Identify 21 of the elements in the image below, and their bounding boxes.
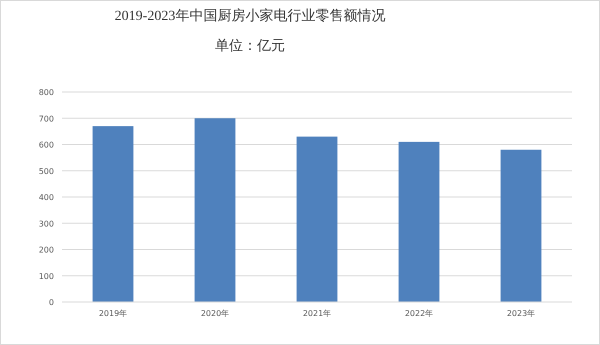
chart-title: 2019-2023年中国厨房小家电行业零售额情况 — [114, 8, 386, 24]
y-tick-label: 800 — [38, 88, 54, 97]
x-tick-label: 2023年 — [506, 309, 536, 318]
x-tick-label: 2019年 — [98, 309, 128, 318]
bar — [92, 126, 134, 302]
bar — [500, 150, 542, 302]
y-tick-label: 200 — [38, 246, 54, 254]
y-tick-label: 700 — [38, 114, 54, 124]
x-tick-label: 2020年 — [200, 309, 230, 318]
y-tick-label: 600 — [38, 140, 54, 150]
y-tick-label: 400 — [38, 193, 54, 202]
y-tick-label: 300 — [38, 219, 54, 228]
bar — [296, 136, 338, 302]
bar — [194, 118, 236, 302]
chart-subtitle: 单位：亿元 — [215, 38, 285, 54]
y-tick-label: 500 — [38, 166, 54, 176]
x-tick-label: 2022年 — [404, 309, 434, 318]
x-tick-label: 2021年 — [302, 309, 332, 318]
y-tick-label: 0 — [48, 298, 54, 307]
bar — [398, 142, 440, 302]
y-tick-label: 100 — [38, 272, 54, 281]
